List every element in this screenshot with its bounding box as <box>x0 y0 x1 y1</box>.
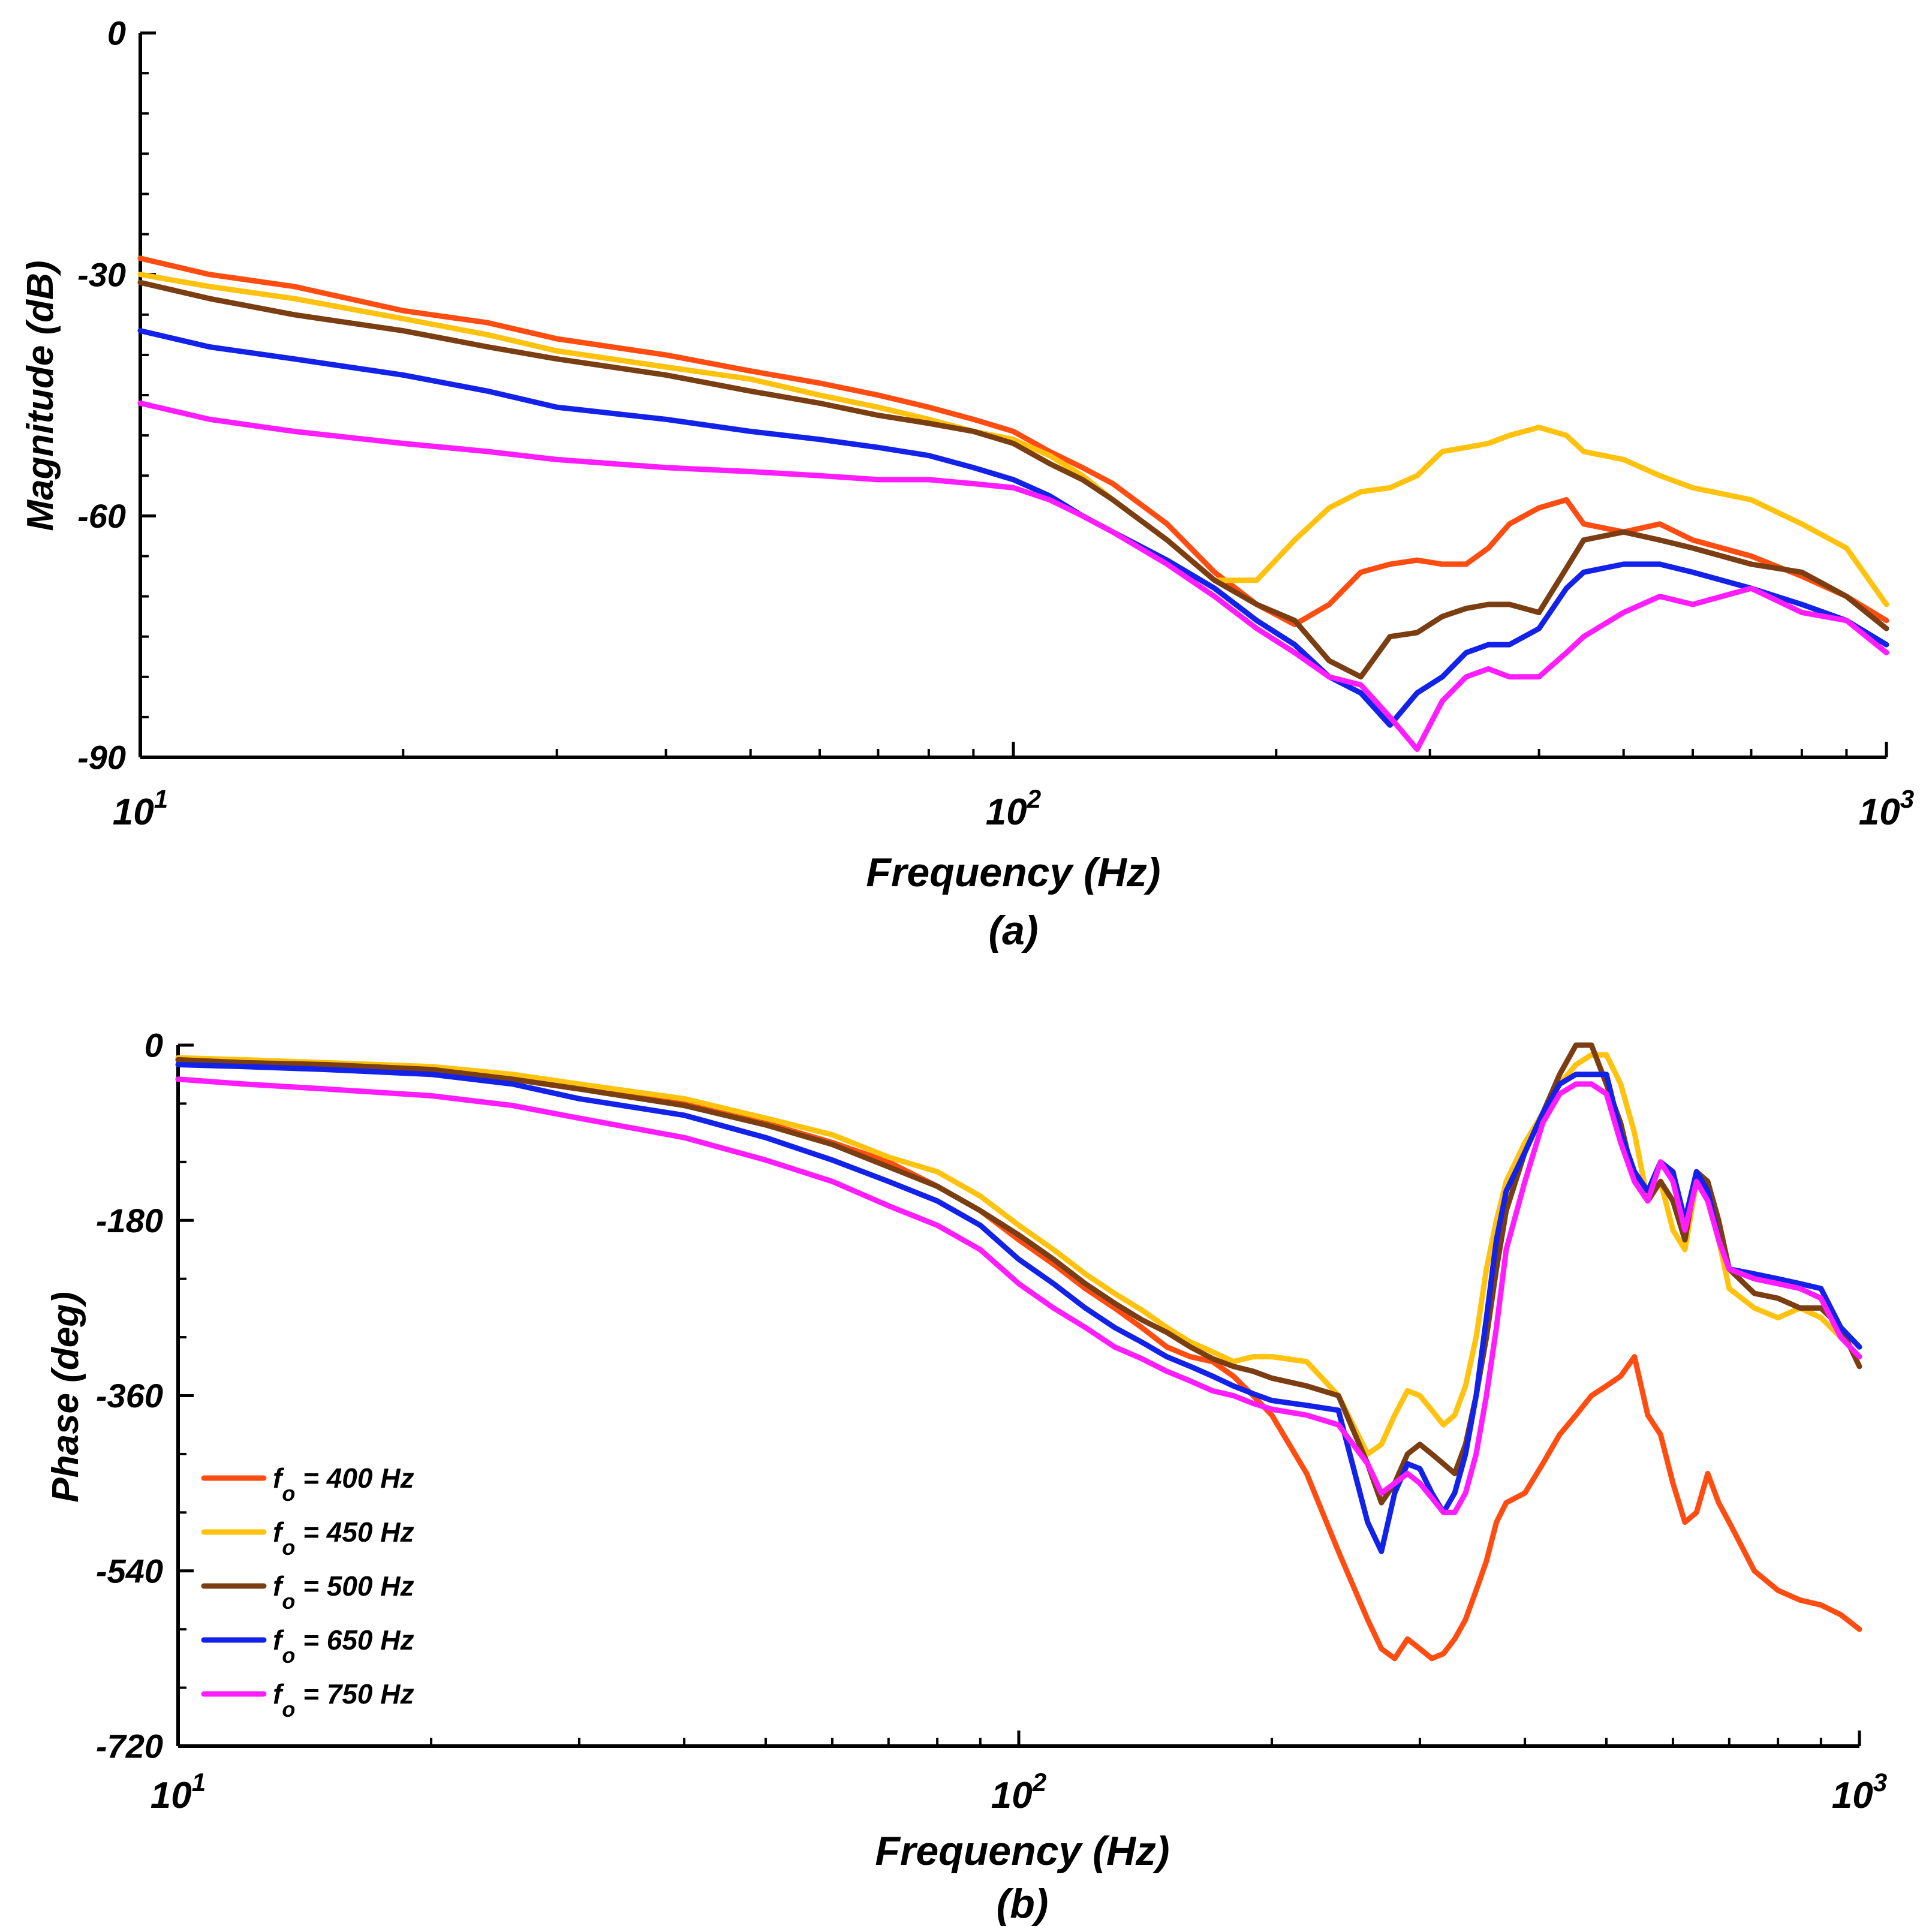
phase-x-tick-label: 103 <box>1832 1768 1887 1816</box>
phase-y-tick-labels: 0 -180 -360 -540 -720 <box>96 1027 163 1765</box>
magnitude-x-axis-label: Frequency (Hz) <box>866 850 1160 895</box>
magnitude-panel-caption: (a) <box>988 908 1038 953</box>
phase-x-tick-label: 102 <box>991 1768 1047 1816</box>
phase-panel-caption: (b) <box>997 1881 1049 1927</box>
magnitude-y-tick-label: -90 <box>77 739 126 777</box>
magnitude-y-tick-label: 0 <box>107 14 126 52</box>
phase-y-axis-label: Phase (deg) <box>45 1292 86 1502</box>
phase-x-axis-label: Frequency (Hz) <box>875 1828 1169 1874</box>
magnitude-x-tick-label: 103 <box>1859 785 1914 833</box>
phase-series-5 <box>175 1076 1862 1515</box>
magnitude-x-tick-label: 101 <box>113 785 168 833</box>
legend-label: fo = 500 Hz <box>273 1570 414 1614</box>
magnitude-ticks <box>139 31 1888 759</box>
legend-label: fo = 450 Hz <box>273 1516 414 1560</box>
magnitude-series-4 <box>137 328 1889 728</box>
magnitude-y-tick-label: -60 <box>77 497 126 535</box>
magnitude-y-axis-label: Magnitude (dB) <box>20 260 61 531</box>
phase-series <box>175 1042 1862 1662</box>
phase-series-4 <box>175 1062 1862 1554</box>
phase-panel: 0-180-360-540-720 101 102 103 Phase (deg) … <box>45 1027 1887 1927</box>
magnitude-y-tick-label: -30 <box>77 255 126 293</box>
phase-ticks <box>176 1043 1861 1748</box>
phase-series-1 <box>175 1057 1862 1662</box>
magnitude-series-2 <box>137 272 1889 607</box>
magnitude-panel: 0 -30 -60 -90 101 102 103 Magnitude (dB) Freq… <box>20 14 1914 953</box>
phase-y-tick-label: -180 <box>96 1202 163 1239</box>
phase-y-tick-label: -720 <box>96 1728 163 1765</box>
phase-x-tick-labels: 101 102 103 <box>151 1768 1887 1816</box>
phase-y-tick-label: -360 <box>96 1377 163 1415</box>
legend-label: fo = 750 Hz <box>273 1678 414 1722</box>
phase-series-3 <box>175 1042 1862 1506</box>
magnitude-series-5 <box>137 400 1889 753</box>
phase-x-tick-label: 101 <box>151 1768 206 1816</box>
magnitude-series-3 <box>137 279 1889 680</box>
magnitude-y-tick-labels: 0 -30 -60 -90 <box>77 14 126 777</box>
phase-y-tick-label: -540 <box>96 1552 163 1590</box>
magnitude-x-tick-label: 102 <box>986 785 1042 833</box>
legend-label: fo = 400 Hz <box>273 1462 414 1506</box>
legend-label: fo = 650 Hz <box>273 1624 414 1668</box>
magnitude-x-tick-labels: 101 102 103 <box>113 785 1914 833</box>
magnitude-series <box>137 255 1889 753</box>
phase-series-2 <box>175 1052 1862 1457</box>
legend: fo = 400 Hz fo = 450 Hz fo = 500 Hz fo = 65… <box>201 1462 414 1722</box>
phase-y-tick-label: 0 <box>145 1027 163 1064</box>
